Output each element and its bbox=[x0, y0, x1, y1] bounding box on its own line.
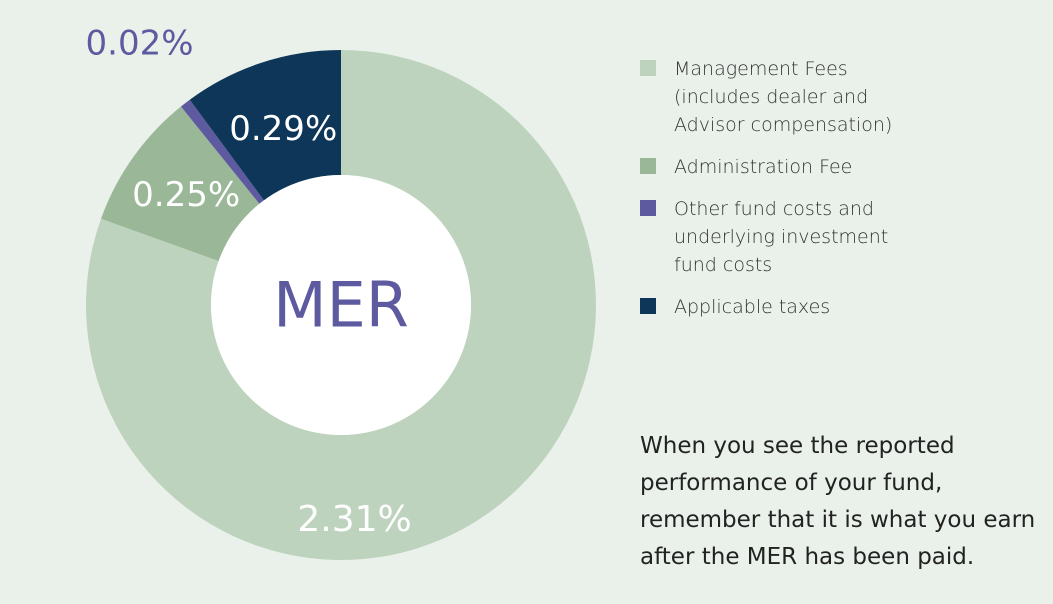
legend-swatch-other-fund-costs bbox=[640, 200, 656, 216]
donut-chart: 2.31% 0.25% 0.02% 0.29% MER bbox=[85, 24, 596, 560]
legend-item-administration-fee: Administration Fee bbox=[640, 153, 1040, 181]
slice-other-fund-costs bbox=[180, 99, 264, 204]
legend: Management Fees (includes dealer and Adv… bbox=[640, 55, 1040, 335]
slice-label-applicable-taxes: 0.29% bbox=[229, 109, 337, 149]
slice-label-administration-fee: 0.25% bbox=[132, 175, 240, 215]
legend-label-other-fund-costs: Other fund costs and underlying investme… bbox=[674, 198, 889, 276]
legend-swatch-applicable-taxes bbox=[640, 298, 656, 314]
legend-label-applicable-taxes: Applicable taxes bbox=[674, 296, 831, 318]
center-circle bbox=[211, 175, 471, 435]
slice-management-fees bbox=[85, 50, 596, 560]
legend-swatch-management-fees bbox=[640, 60, 656, 76]
legend-item-applicable-taxes: Applicable taxes bbox=[640, 293, 1040, 321]
legend-item-management-fees: Management Fees (includes dealer and Adv… bbox=[640, 55, 1040, 139]
center-label: MER bbox=[273, 269, 409, 342]
legend-label-administration-fee: Administration Fee bbox=[674, 156, 853, 178]
note-text: When you see the reported performance of… bbox=[640, 433, 1036, 570]
slice-label-management-fees: 2.31% bbox=[297, 499, 411, 540]
slice-label-other-fund-costs: 0.02% bbox=[86, 24, 194, 64]
legend-swatch-administration-fee bbox=[640, 158, 656, 174]
legend-item-other-fund-costs: Other fund costs and underlying investme… bbox=[640, 195, 1040, 279]
slice-applicable-taxes bbox=[189, 50, 341, 201]
slice-administration-fee bbox=[101, 106, 260, 262]
legend-label-management-fees: Management Fees (includes dealer and Adv… bbox=[674, 58, 893, 136]
